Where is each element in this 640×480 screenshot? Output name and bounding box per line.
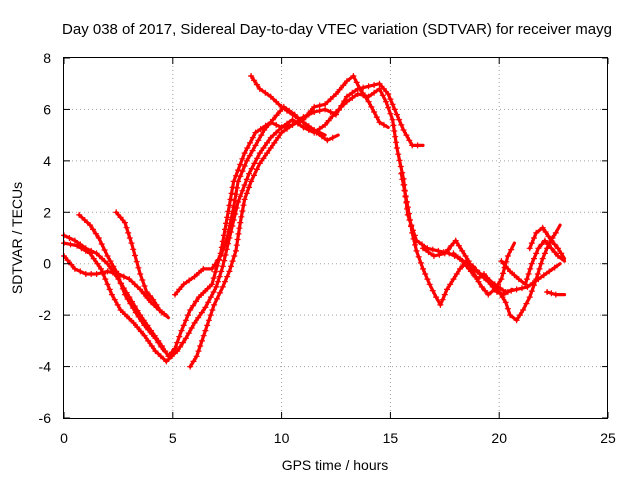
chart-title: Day 038 of 2017, Sidereal Day-to-day VTE… [62,21,612,38]
x-tick-label: 5 [169,430,177,446]
series-markers [420,237,515,298]
series-line [421,239,517,297]
series-arc-4 [76,211,166,353]
series-line [188,74,390,369]
series-arc-13 [544,289,567,298]
x-tick-label: 20 [491,430,507,446]
plot-frame [63,57,608,419]
series-markers [544,289,559,298]
series-markers [450,229,559,324]
series-line [528,226,567,261]
series-markers [113,209,168,317]
series-markers [76,211,165,350]
series-arc-3 [61,253,168,317]
series-markers [526,224,565,257]
x-tick-label: 10 [274,430,290,446]
series-arc-11 [450,223,562,324]
series-markers [248,73,323,136]
series-arc-14 [526,224,567,261]
series-arc-10 [420,237,517,298]
series-arc-6 [187,73,390,370]
y-tick-label: 6 [43,101,51,117]
series-arc-5 [113,209,170,320]
y-axis-label: SDTVAR / TECUs [9,182,25,294]
x-axis-label: GPS time / hours [282,457,389,473]
x-tick-label: 0 [60,430,68,446]
series-markers [498,237,561,288]
x-tick-label: 25 [600,430,616,446]
y-tick-label: -4 [39,359,52,375]
y-tick-label: 0 [43,256,51,272]
series-line [62,254,168,317]
y-tick-label: 2 [43,204,51,220]
series-arc-12 [498,237,567,288]
y-tick-label: 8 [43,50,51,66]
axis-ticks: 0 5 10 15 20 25 -6 -4 -2 0 2 4 6 8 [39,50,616,446]
x-tick-label: 15 [383,430,399,446]
series-arc-8 [248,73,327,137]
y-tick-label: 4 [43,153,51,169]
data-series [61,73,567,370]
series-markers [187,73,387,370]
y-tick-label: -2 [39,307,52,323]
series-line [62,82,425,363]
y-tick-label: -6 [39,410,52,426]
series-markers [61,253,165,316]
